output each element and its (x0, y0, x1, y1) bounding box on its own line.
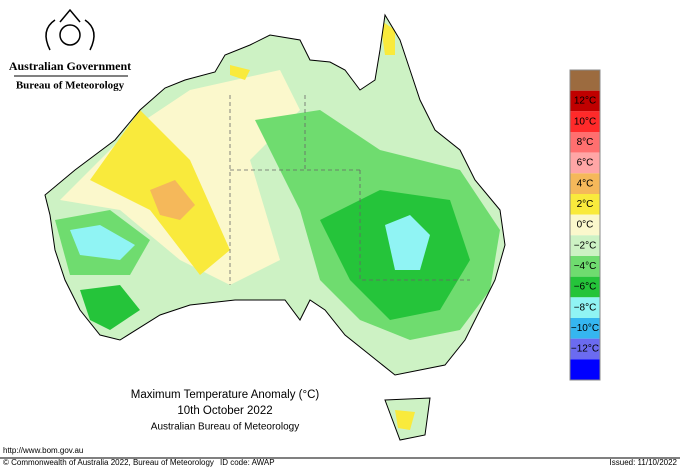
legend-label: −4°C (574, 261, 597, 272)
legend-swatch (570, 235, 600, 256)
legend-swatch (570, 338, 600, 360)
legend-label: −8°C (574, 302, 597, 313)
legend-swatch (570, 214, 600, 236)
legend-frame (569, 69, 601, 381)
legend-label: −6°C (574, 282, 597, 293)
map-date: 10th October 2022 (177, 405, 272, 417)
footer-url: http://www.bom.gov.au (3, 446, 83, 455)
crest (45, 8, 95, 51)
footer-copyright: © Commonwealth of Australia 2022, Bureau… (3, 458, 214, 467)
legend-label: 10°C (574, 116, 596, 127)
legend-label: 0°C (577, 220, 594, 231)
legend-swatch (570, 152, 600, 174)
legend-swatch (570, 173, 600, 194)
legend-swatch (570, 90, 600, 112)
legend-label: 2°C (577, 199, 594, 210)
footer-id: ID code: AWAP (220, 458, 275, 467)
legend-swatch (570, 359, 600, 380)
legend-swatch (570, 70, 600, 91)
legend-swatch (570, 111, 600, 132)
gov-subtitle: Bureau of Meteorology (16, 80, 125, 92)
legend-swatch (570, 194, 600, 215)
legend-swatch (570, 297, 600, 318)
legend-label: 6°C (577, 158, 594, 169)
legend-swatch (570, 132, 600, 153)
legend-label: −12°C (571, 344, 599, 355)
legend: 12°C 10°C 8°C 6°C 4°C 2°C 0°C −2°C −4°C −6°C −8°C −… (569, 69, 601, 381)
legend-label: −10°C (571, 323, 599, 334)
legend-label: 4°C (577, 178, 594, 189)
legend-swatch (570, 276, 600, 298)
legend-swatch (570, 318, 600, 339)
map-title: Maximum Temperature Anomaly (°C) (131, 389, 320, 401)
map-source: Australian Bureau of Meteorology (151, 422, 299, 433)
footer-issued: Issued: 11/10/2022 (610, 458, 678, 467)
legend-swatch (570, 256, 600, 277)
gov-title: Australian Government (9, 59, 131, 73)
legend-label: 8°C (577, 137, 594, 148)
legend-label: −2°C (574, 240, 597, 251)
legend-label: 12°C (574, 96, 596, 107)
